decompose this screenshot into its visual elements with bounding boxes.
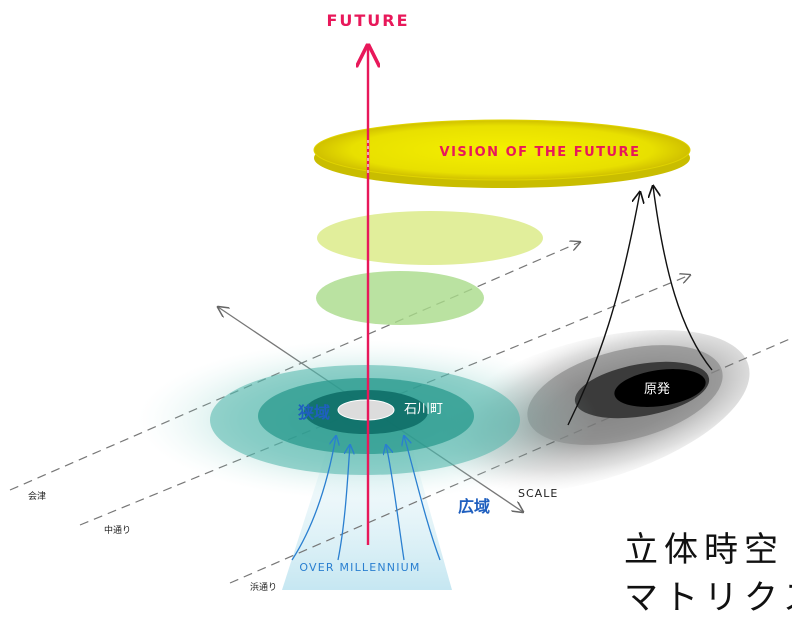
future-label: FUTURE	[326, 11, 409, 30]
rise-curve-right	[653, 186, 713, 371]
town-core	[337, 399, 395, 421]
axis-aizu	[9, 242, 580, 491]
future-disc-mid	[317, 211, 543, 265]
nuclear-core	[614, 369, 706, 407]
blue-arrow-3	[386, 445, 405, 561]
scale-label: SCALE	[518, 487, 558, 500]
over-millennium-label: OVER MILLENNIUM	[299, 561, 420, 574]
vision-disc	[313, 119, 691, 181]
vision-label: VISION OF THE FUTURE	[440, 145, 641, 160]
axis-nakadori	[79, 275, 690, 526]
narrow-label: 狭域	[297, 403, 330, 422]
blue-arrow-2	[337, 445, 350, 561]
nuclear-label: 原発	[644, 382, 670, 397]
title-line-1: 立体時空	[624, 530, 784, 570]
future-disc-low	[316, 271, 484, 325]
blue-arrow-4	[404, 436, 441, 561]
nakadori-label: 中通り	[104, 524, 131, 536]
diagram-canvas: FUTURE VISION OF THE FUTURE 狭域 広域 石川町 原発…	[9, 11, 792, 593]
aizu-label: 会津	[28, 490, 46, 502]
hamadori-label: 浜通り	[250, 582, 277, 593]
town-label: 石川町	[404, 402, 443, 417]
rise-curve-left	[567, 192, 640, 426]
blue-arrow-1	[291, 436, 336, 561]
wide-label: 広域	[458, 497, 490, 516]
title-line-2: マトリクス	[624, 578, 792, 618]
